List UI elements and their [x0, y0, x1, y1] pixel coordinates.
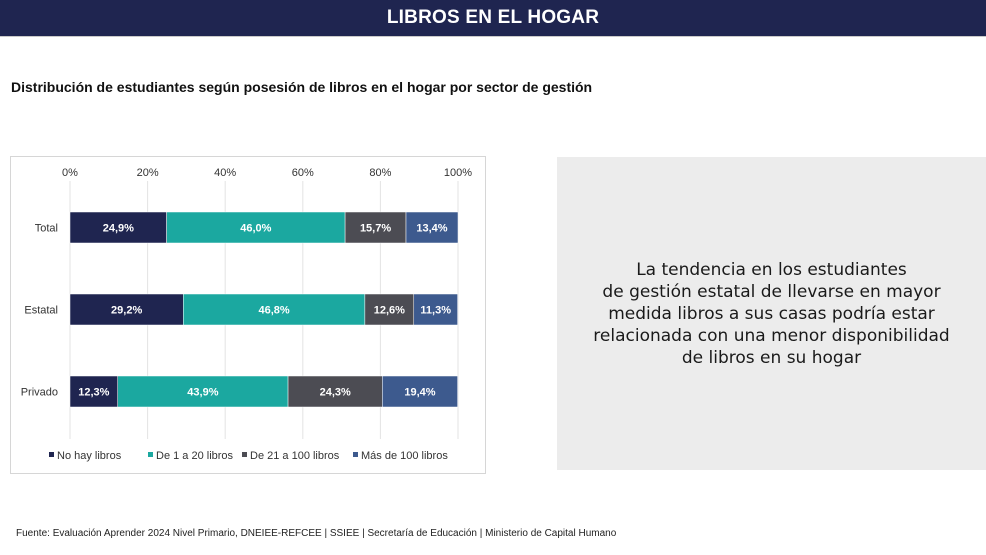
- note-line: La tendencia en los estudiantes: [636, 259, 907, 280]
- note-line: de gestión estatal de llevarse en mayor: [602, 281, 941, 302]
- data-label: 43,9%: [187, 387, 218, 399]
- legend-label: De 1 a 20 libros: [156, 450, 234, 462]
- category-label: Privado: [21, 387, 58, 399]
- page-title: LIBROS EN EL HOGAR: [386, 7, 600, 28]
- bar-segment: [69, 211, 167, 244]
- x-tick-label: 40%: [214, 167, 236, 179]
- bar-segment: [117, 375, 289, 408]
- data-label: 46,0%: [240, 223, 271, 235]
- bar-segment: [183, 293, 366, 326]
- bar-segment: [364, 293, 415, 326]
- note-text: La tendencia en los estudiantes de gesti…: [567, 259, 977, 369]
- x-tick-label: 60%: [292, 167, 314, 179]
- data-label: 19,4%: [404, 387, 435, 399]
- bar-segment: [69, 293, 184, 326]
- note-line: de libros en su hogar: [681, 347, 862, 368]
- data-label: 12,6%: [374, 305, 405, 317]
- legend-label: De 21 a 100 libros: [250, 450, 340, 462]
- chart-subtitle: Distribución de estudiantes según posesi…: [11, 79, 593, 95]
- source-footer: Fuente: Evaluación Aprender 2024 Nivel P…: [16, 528, 617, 539]
- x-tick-label: 80%: [369, 167, 391, 179]
- x-tick-label: 0%: [62, 167, 78, 179]
- legend-swatch: [49, 452, 54, 457]
- legend-swatch: [353, 452, 358, 457]
- category-label: Estatal: [24, 305, 58, 317]
- page-header: LIBROS EN EL HOGAR: [0, 0, 986, 36]
- data-label: 29,2%: [111, 305, 142, 317]
- bar-segment: [382, 375, 458, 408]
- note-line: medida libros a sus casas podría estar: [608, 303, 935, 324]
- legend-label: No hay libros: [57, 450, 122, 462]
- data-label: 15,7%: [360, 223, 391, 235]
- legend-label: Más de 100 libros: [361, 450, 448, 462]
- note-box: La tendencia en los estudiantes de gesti…: [557, 157, 986, 470]
- bar-segment: [405, 211, 459, 244]
- x-tick-label: 100%: [444, 167, 472, 179]
- bar-segment: [69, 375, 118, 408]
- data-label: 46,8%: [258, 305, 289, 317]
- data-label: 11,3%: [420, 305, 451, 317]
- note-line: relacionada con una menor disponibilidad: [593, 325, 950, 346]
- legend-swatch: [148, 452, 153, 457]
- data-label: 24,9%: [103, 223, 134, 235]
- bar-segment: [287, 375, 383, 408]
- stacked-bar-chart: 0% 20% 40% 60% 80% 100% Total 24,9% 46,0% 15,7% 13…: [21, 167, 473, 462]
- x-tick-label: 20%: [137, 167, 159, 179]
- data-label: 13,4%: [416, 223, 447, 235]
- legend-swatch: [242, 452, 247, 457]
- category-label: Total: [35, 223, 58, 235]
- data-label: 24,3%: [320, 387, 351, 399]
- chart-panel: 0% 20% 40% 60% 80% 100% Total 24,9% 46,0% 15,7% 13…: [10, 156, 486, 474]
- header-divider: [0, 36, 986, 37]
- data-label: 12,3%: [78, 387, 109, 399]
- bar-segment: [413, 293, 458, 326]
